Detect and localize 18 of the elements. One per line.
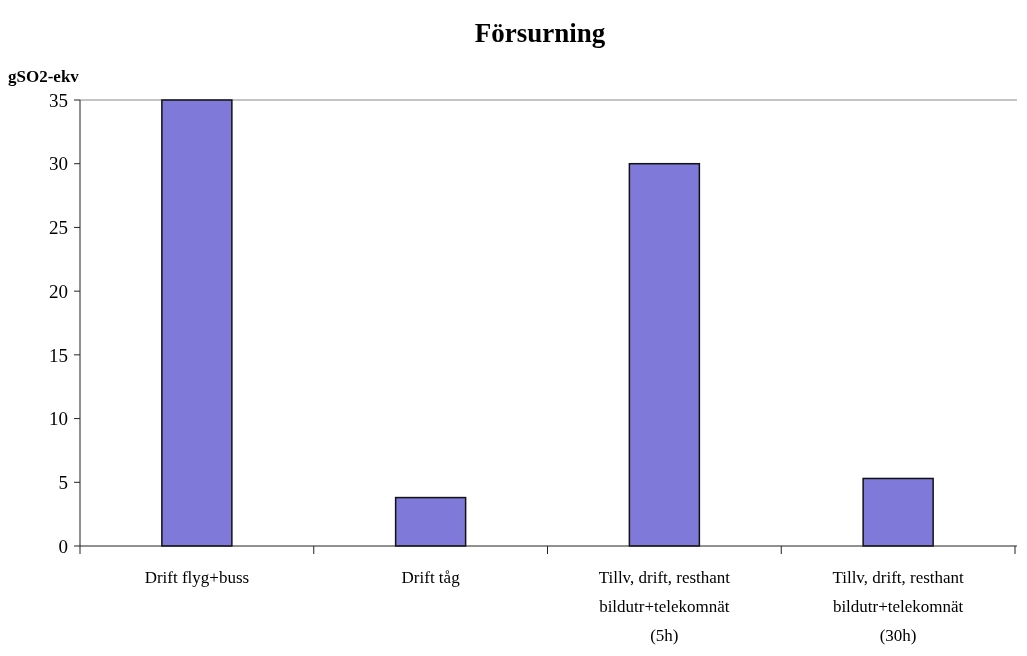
chart-title: Försurning	[474, 18, 606, 48]
x-tick-label: Drift tåg	[401, 568, 461, 587]
y-tick-label: 20	[49, 280, 68, 302]
y-tick-label: 25	[49, 217, 68, 239]
y-tick-label: 0	[58, 535, 68, 557]
y-tick-label: 15	[49, 344, 68, 366]
y-tick-label: 10	[49, 408, 68, 430]
x-tick-label: Tillv, drift, resthant bildutr+telekomnät (30h)	[832, 568, 965, 645]
y-tick-label: 5	[58, 471, 68, 493]
bar	[862, 477, 934, 547]
bar	[628, 162, 701, 547]
bar	[394, 496, 467, 547]
bar	[161, 99, 233, 547]
y-tick-label: 35	[49, 89, 68, 111]
x-tick-label: Drift flyg+buss	[144, 568, 250, 587]
y-tick-label: 30	[49, 153, 68, 175]
y-axis-title: gSO2-ekv	[8, 67, 80, 86]
x-tick-label: Tillv, drift, resthant bildutr+telekomnät (5h)	[598, 568, 731, 645]
